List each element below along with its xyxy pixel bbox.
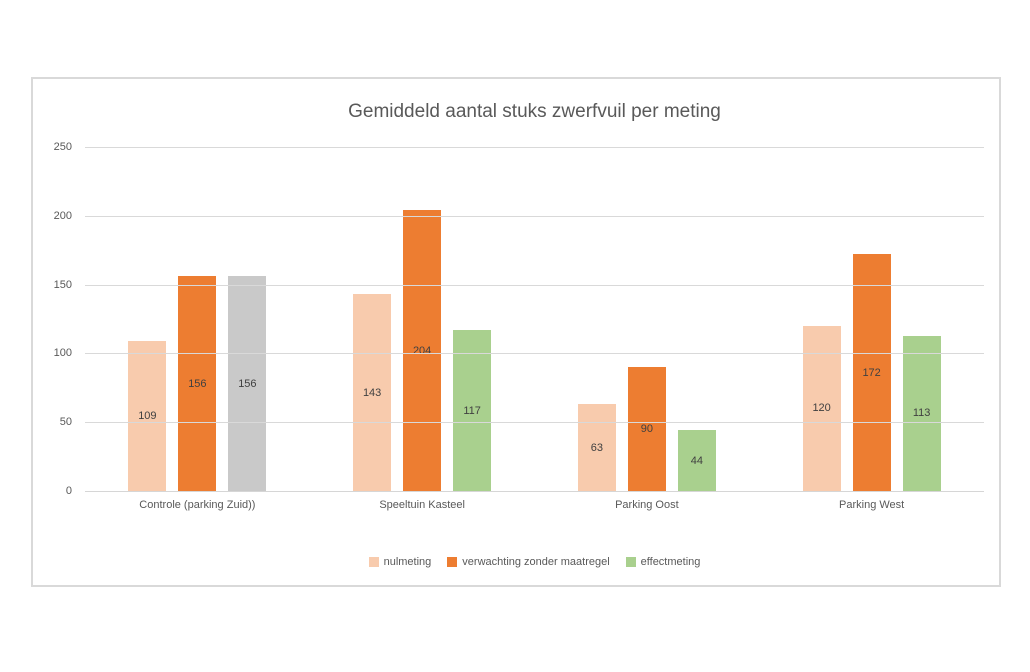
gridline-150 [85,284,984,286]
bar-series0-cat2: 63 [577,404,616,491]
category-axis: Controle (parking Zuid)) Speeltuin Kastee… [85,499,984,511]
bar-series2-cat3: 113 [902,335,941,491]
gridline-50 [85,422,984,424]
bar-value-label: 113 [912,407,931,420]
gridline-100 [85,353,984,355]
legend-item-1: verwachting zonder maatregel [447,556,610,568]
bar-groups: 109 156 156 143 204 117 63 90 44 120 172 113 [85,147,984,491]
category-label-2: Parking Oost [615,499,679,511]
bar-series1-cat3: 172 [852,254,891,491]
bar-value-label: 63 [590,441,603,454]
gridline-200 [85,215,984,217]
bar-value-label: 109 [138,410,157,423]
bar-series1-cat0: 156 [178,276,217,491]
bar-value-label: 156 [188,377,207,390]
y-axis-tick-50: 50 [59,416,72,429]
legend-item-2: effectmeting [625,556,701,568]
legend-swatch-icon [447,557,458,567]
y-axis-tick-200: 200 [53,209,72,222]
y-axis-tick-150: 150 [53,278,72,291]
legend: nulmeting verwachting zonder maatregel eff… [85,556,984,568]
plot-area: 109 156 156 143 204 117 63 90 44 120 172 113 [85,147,984,492]
bar-series1-cat2: 90 [627,367,666,491]
bar-series2-cat2: 44 [677,430,716,491]
bar-value-label: 90 [640,423,653,436]
bar-group-1: 143 204 117 [310,147,535,491]
bar-series2-cat0: 156 [228,276,267,491]
bar-series0-cat3: 120 [802,325,841,491]
bar-series0-cat0: 109 [128,341,167,491]
category-label-0: Controle (parking Zuid)) [139,499,256,511]
bar-value-label: 44 [690,454,703,467]
bar-value-label: 204 [412,344,432,357]
bar-group-3: 120 172 113 [759,147,984,491]
bar-value-label: 117 [463,404,481,417]
bar-series2-cat1: 117 [453,330,492,491]
bar-group-2: 63 90 44 [535,147,760,491]
bar-group-0: 109 156 156 [85,147,310,491]
gridline-250 [85,147,984,148]
legend-label: verwachting zonder maatregel [462,556,610,568]
chart-title: Gemiddeld aantal stuks zwerfvuil per met… [348,101,721,122]
y-axis-tick-0: 0 [65,485,72,497]
y-axis-tick-100: 100 [53,347,72,360]
legend-swatch-icon [368,557,379,567]
bar-value-label: 172 [862,366,881,379]
legend-swatch-icon [625,557,636,567]
category-label-3: Parking West [839,499,905,511]
legend-label: nulmeting [383,556,432,568]
bar-series1-cat1: 204 [403,210,442,491]
chart-container: Gemiddeld aantal stuks zwerfvuil per met… [31,77,1001,587]
category-label-1: Speeltuin Kasteel [379,499,465,511]
legend-label: effectmeting [640,556,701,568]
bar-value-label: 156 [238,377,257,390]
legend-item-0: nulmeting [368,556,432,568]
y-axis-tick-250: 250 [53,141,72,153]
bar-series0-cat1: 143 [353,294,392,491]
bar-value-label: 120 [812,402,831,415]
bar-value-label: 143 [362,386,382,399]
